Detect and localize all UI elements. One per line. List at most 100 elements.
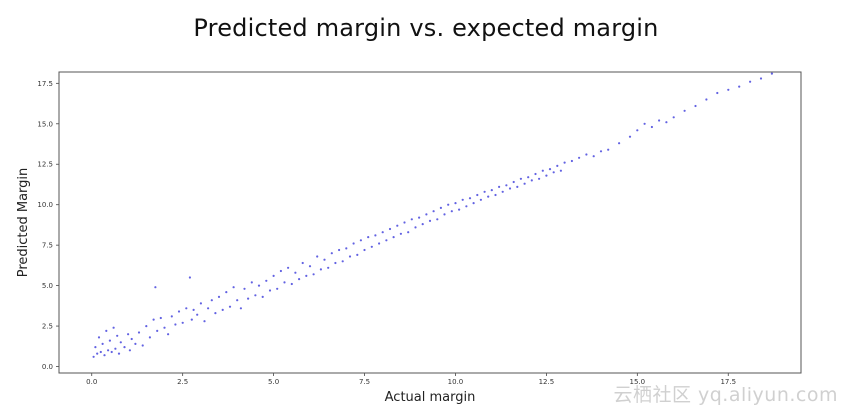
data-point	[341, 260, 344, 263]
data-point	[134, 342, 137, 345]
y-axis-label: Predicted Margin	[16, 168, 31, 278]
data-point	[494, 193, 497, 197]
data-point	[592, 155, 595, 158]
data-point	[436, 218, 439, 221]
data-point	[356, 253, 359, 256]
data-point	[192, 308, 195, 311]
x-tick-label: 10.0	[448, 378, 464, 386]
data-point	[203, 320, 206, 323]
data-point	[148, 336, 151, 339]
data-point	[243, 287, 246, 290]
x-tick-label: 15.0	[630, 378, 646, 386]
data-point	[210, 299, 213, 302]
data-point	[214, 312, 217, 315]
data-point	[290, 282, 293, 286]
data-point	[105, 329, 108, 332]
x-tick-label: 5.0	[268, 378, 279, 386]
data-point	[225, 291, 228, 294]
data-point	[465, 205, 468, 208]
data-point	[177, 310, 181, 313]
data-point	[439, 206, 442, 209]
data-point	[530, 179, 533, 182]
data-point	[738, 85, 741, 88]
data-point	[97, 336, 101, 339]
data-point	[527, 176, 530, 179]
data-point	[472, 202, 475, 205]
data-point	[207, 307, 210, 310]
data-point	[694, 104, 697, 108]
data-point	[228, 305, 232, 308]
data-point	[516, 185, 519, 188]
watermark-text: 云栖社区 yq.aliyun.com	[613, 384, 838, 406]
data-point	[127, 333, 130, 336]
data-point	[414, 226, 417, 229]
data-point	[159, 316, 162, 320]
data-point	[490, 189, 493, 192]
data-point	[141, 344, 144, 347]
data-point	[548, 168, 552, 171]
data-point	[403, 221, 406, 224]
data-point	[447, 203, 450, 206]
data-point	[705, 98, 708, 101]
data-point	[265, 279, 268, 282]
slide-title: Predicted margin vs. expected margin	[193, 14, 659, 42]
data-point	[199, 302, 202, 305]
y-axis-ticks: 0.0 2.5 5.0 7.5 10.0 12.5 15.0 17.5	[37, 80, 59, 371]
plot-frame	[58, 71, 802, 374]
data-point	[114, 347, 117, 350]
data-point	[374, 234, 377, 237]
data-point	[770, 72, 774, 75]
data-point	[479, 198, 482, 201]
y-tick-label: 10.0	[37, 201, 53, 209]
data-point	[512, 180, 515, 184]
data-point	[370, 245, 373, 248]
y-tick-label: 12.5	[37, 161, 53, 169]
data-point	[476, 193, 479, 197]
data-point	[359, 239, 362, 242]
data-point	[272, 274, 275, 277]
y-tick-label: 15.0	[37, 120, 53, 128]
data-point	[312, 273, 315, 276]
data-point	[487, 195, 490, 198]
data-point	[283, 281, 286, 284]
data-point	[585, 153, 588, 156]
data-point	[665, 121, 668, 124]
x-tick-label: 0.0	[86, 378, 97, 386]
data-point	[545, 174, 548, 177]
data-point	[268, 289, 272, 292]
data-point	[170, 315, 173, 318]
data-point	[334, 261, 337, 265]
data-point	[556, 164, 559, 167]
data-point	[152, 318, 155, 321]
data-point	[261, 295, 264, 298]
data-point	[461, 198, 464, 201]
data-point	[352, 242, 355, 245]
data-point	[683, 109, 686, 112]
data-point	[508, 187, 512, 190]
data-point	[348, 255, 352, 258]
data-point	[174, 323, 177, 326]
data-point	[428, 219, 432, 222]
data-point	[541, 169, 544, 172]
data-point	[323, 258, 326, 261]
data-point	[519, 177, 523, 180]
data-point	[92, 355, 95, 358]
data-point	[276, 287, 279, 290]
data-point	[110, 350, 113, 354]
data-point	[236, 299, 239, 302]
data-point	[450, 210, 453, 213]
data-point	[96, 352, 99, 355]
data-point	[145, 325, 148, 328]
data-point	[130, 337, 133, 341]
data-point	[454, 202, 457, 205]
data-point	[716, 91, 719, 95]
data-point	[217, 295, 221, 298]
y-tick-label: 7.5	[42, 242, 53, 250]
data-point	[345, 247, 348, 250]
data-point	[103, 354, 106, 357]
data-point	[367, 236, 370, 239]
data-point	[498, 185, 501, 188]
data-point	[749, 80, 752, 83]
data-point	[658, 119, 661, 122]
